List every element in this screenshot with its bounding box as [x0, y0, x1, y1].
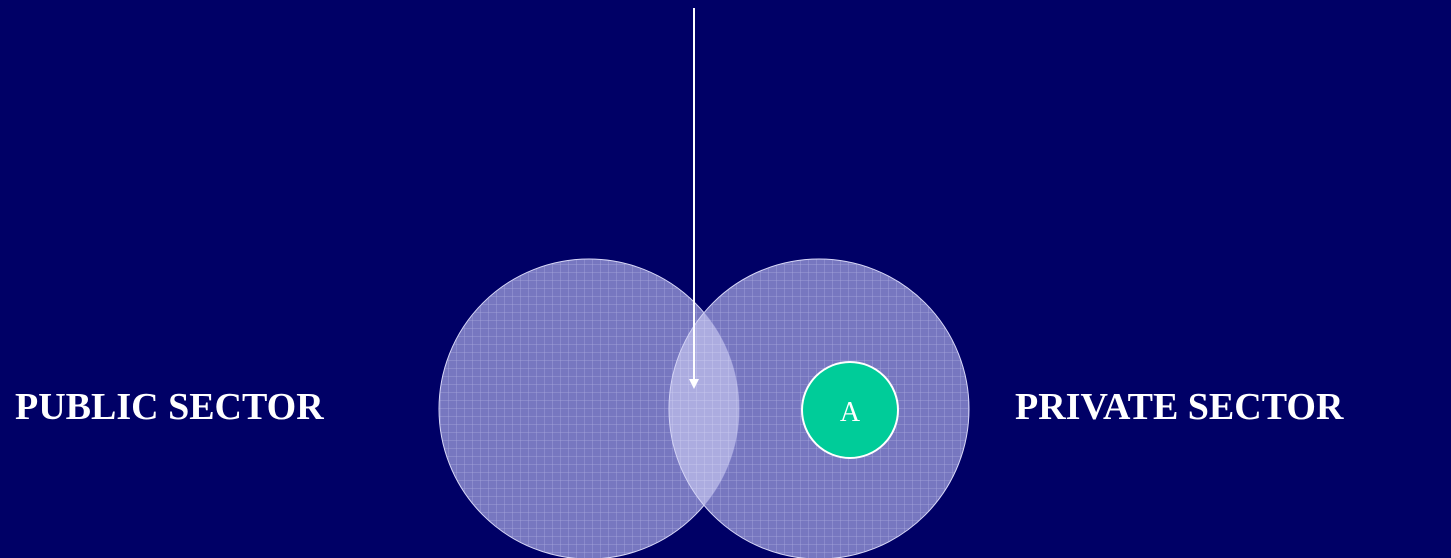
public-sector-circle [438, 258, 740, 558]
public-sector-label: PUBLIC SECTOR [15, 386, 324, 428]
private-sector-label: PRIVATE SECTOR [1015, 386, 1344, 428]
marker-a: A [801, 361, 899, 459]
marker-a-label: A [840, 397, 861, 428]
